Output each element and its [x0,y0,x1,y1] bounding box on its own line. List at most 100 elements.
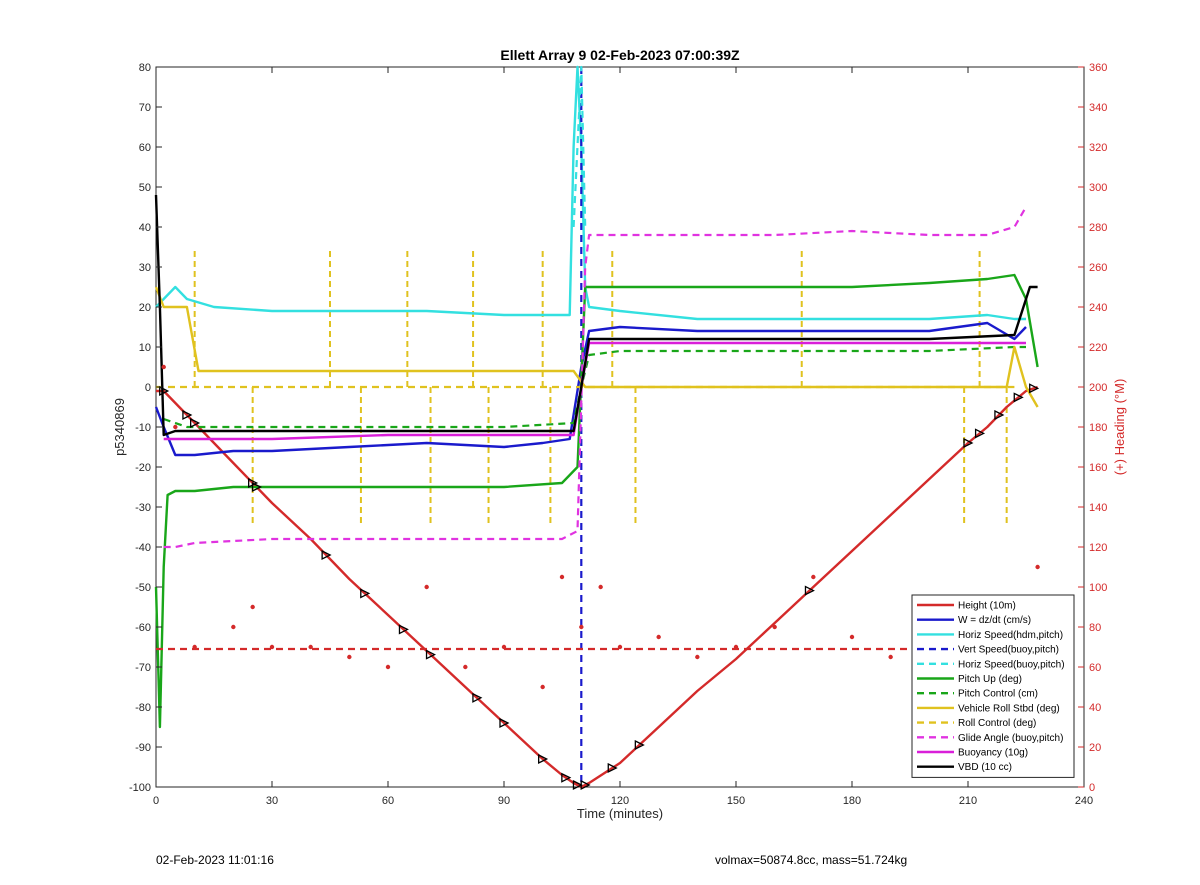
dive-marker-8 [425,649,436,660]
dive-marker-22 [1029,383,1040,394]
dive-marker-0 [159,385,170,397]
dive-marker-17 [804,585,815,596]
y-tick-label-17: 70 [139,102,151,114]
dive-marker-4 [251,481,262,493]
heading-point-23 [888,654,893,660]
dive-marker-1 [182,409,193,421]
dive-marker-19 [974,428,986,439]
legend-label-1: W = dz/dt (cm/s) [958,615,1031,626]
heading-point-13 [559,574,565,580]
series-line-2 [155,65,1026,321]
y-tick-label-2: -80 [135,702,151,714]
y-right-tick-label-10: 200 [1089,382,1107,394]
legend-label-9: Glide Angle (buoy,pitch) [958,733,1063,744]
heading-point-0 [161,364,166,370]
dive-marker-7 [398,624,409,635]
y-right-tick-label-14: 280 [1089,222,1107,234]
dive-marker-13 [572,779,583,791]
legend-label-4: Horiz Speed(buoy,pitch) [958,659,1065,670]
series-line-0 [156,385,1038,789]
y-tick-label-10: 0 [145,382,151,394]
heading-point-20 [772,624,777,630]
heading-point-12 [540,684,545,690]
y-right-tick-label-17: 340 [1089,102,1107,114]
dive-marker-20 [994,409,1005,421]
y-tick-label-7: -30 [135,502,151,514]
series-line-1 [154,321,1027,457]
legend-label-3: Vert Speed(buoy,pitch) [958,645,1059,656]
y-tick-label-13: 30 [139,262,151,274]
dive-marker-10 [499,717,510,729]
x-tick-label-1: 30 [266,795,278,807]
y-tick-label-3: -70 [135,662,151,674]
x-tick-label-0: 0 [153,795,159,807]
legend-label-10: Buoyancy (10g) [958,748,1028,759]
heading-point-7 [347,654,352,660]
y-right-tick-label-4: 80 [1089,622,1101,634]
y-right-tick-label-0: 0 [1089,782,1095,794]
y-right-tick-label-8: 160 [1089,462,1107,474]
legend-label-6: Pitch Control (cm) [958,689,1038,700]
x-tick-label-6: 180 [843,795,861,807]
y-right-tick-label-9: 180 [1089,422,1107,434]
heading-point-9 [424,584,429,590]
y-tick-label-16: 60 [139,142,151,154]
dive-marker-5 [321,549,332,561]
x-axis-label: Time (minutes) [577,806,663,821]
legend-label-11: VBD (10 cc) [958,762,1012,773]
y-right-tick-label-16: 320 [1089,142,1107,154]
footer-volmax-mass: volmax=50874.8cc, mass=51.724kg [715,853,908,867]
x-tick-label-3: 90 [498,795,510,807]
series-line-9 [163,206,1027,549]
heading-point-1 [173,424,178,430]
series-line-7 [154,286,1039,408]
y-tick-label-14: 40 [139,222,151,234]
dive-marker-6 [360,588,371,599]
y-right-tick-label-1: 20 [1089,742,1101,754]
chart-title: Ellett Array 9 02-Feb-2023 07:00:39Z [500,47,740,63]
y-tick-label-6: -40 [135,542,151,554]
y-tick-label-8: -20 [135,462,151,474]
heading-point-10 [463,664,468,670]
y-tick-label-9: -10 [135,422,151,434]
y-right-tick-label-18: 360 [1089,62,1107,74]
heading-point-21 [811,574,816,580]
y-tick-label-0: -100 [129,782,151,794]
dive-marker-15 [607,762,618,774]
y-axis-right-label: (+) Heading (°M) [1112,379,1127,476]
legend-box [911,594,1075,778]
heading-point-22 [849,634,855,640]
legend-label-8: Roll Control (deg) [958,718,1036,729]
dive-marker-14 [580,779,591,791]
heading-point-8 [385,664,391,670]
x-tick-label-7: 210 [959,795,977,807]
footer-timestamp: 02-Feb-2023 11:01:16 [156,853,274,867]
dive-marker-2 [190,417,201,429]
heading-point-15 [598,584,603,590]
x-tick-label-4: 120 [611,795,629,807]
heading-point-14 [579,624,584,630]
series-line-11 [154,194,1038,437]
legend-label-0: Height (10m) [958,601,1016,612]
y-tick-label-4: -60 [135,622,151,634]
legend-label-2: Horiz Speed(hdm,pitch) [958,630,1063,641]
legend-label-5: Pitch Up (deg) [958,674,1022,685]
x-tick-label-5: 150 [727,795,745,807]
heading-point-18 [695,654,700,660]
dive-marker-9 [472,692,483,703]
legend-label-7: Vehicle Roll Stbd (deg) [958,703,1060,714]
dive-marker-11 [538,753,549,765]
y-right-tick-label-7: 140 [1089,502,1107,514]
dive-marker-18 [963,437,974,449]
axes-layer: 0 30 60 90 120 150 180 210 240-100-90-80-70-60-5… [129,62,1107,807]
series-line-4 [572,65,587,228]
y-right-tick-label-12: 240 [1089,302,1107,314]
heading-point-3 [231,624,236,630]
data-layer [154,65,1040,791]
heading-point-4 [250,604,255,610]
legend: Height (10m) W = dz/dt (cm/s) Horiz Speed(… [911,594,1075,778]
series-line-10 [163,341,1026,441]
heading-point-6 [308,644,313,650]
y-tick-label-18: 80 [139,62,151,74]
y-tick-label-11: 10 [139,342,151,354]
